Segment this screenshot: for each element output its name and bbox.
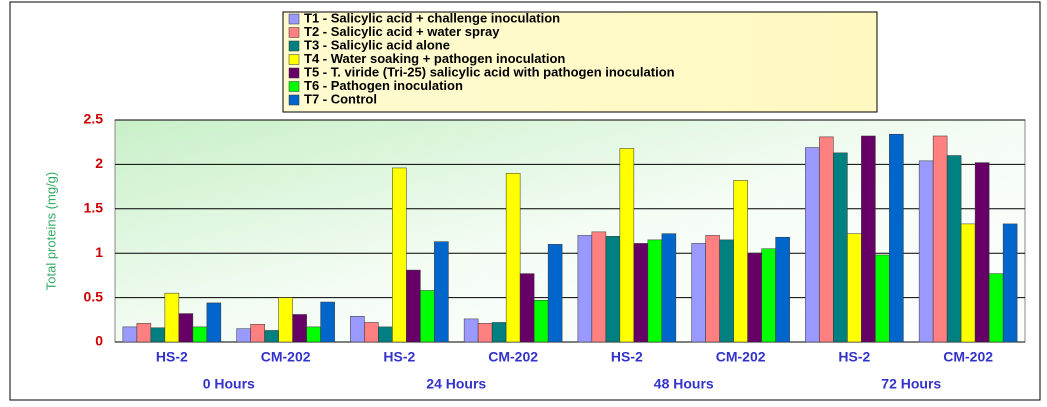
bar — [619, 148, 635, 343]
legend-label: T7 - Control — [304, 91, 377, 106]
y-tick-label: 1.5 — [84, 200, 104, 216]
bar — [889, 133, 904, 343]
bar — [150, 327, 166, 343]
bar — [988, 273, 1004, 343]
x-tick-label: CM-202 — [488, 349, 538, 365]
bar — [605, 236, 621, 343]
x-tick-label: CM-202 — [261, 349, 311, 365]
legend-swatch — [288, 67, 300, 79]
bar — [661, 233, 677, 343]
bar — [434, 241, 449, 343]
group-label: 24 Hours — [426, 376, 486, 392]
legend-swatch — [288, 81, 300, 92]
bar — [392, 167, 407, 343]
bar — [463, 318, 479, 343]
bar — [278, 297, 293, 343]
x-tick-label: HS-2 — [383, 349, 415, 365]
bar — [122, 326, 138, 343]
x-tick-label: HS-2 — [838, 349, 870, 365]
group-label: 72 Hours — [881, 376, 941, 392]
x-tick-label: HS-2 — [611, 349, 643, 365]
bar — [1002, 223, 1018, 343]
bar — [547, 244, 563, 343]
y-tick-label: 2 — [95, 155, 103, 171]
bar — [136, 323, 152, 343]
bar — [320, 301, 335, 343]
bar — [705, 235, 720, 343]
bar — [420, 290, 435, 343]
bar — [819, 136, 834, 343]
group-label: 0 Hours — [203, 376, 255, 392]
bar — [292, 314, 307, 343]
legend-label: T6 - Pathogen inoculation — [304, 78, 463, 93]
x-tick-label: HS-2 — [156, 349, 188, 365]
bar — [946, 155, 962, 343]
bar — [761, 248, 776, 343]
bar — [577, 235, 593, 343]
bar — [918, 160, 934, 343]
legend-label: T1 - Salicylic acid + challenge inoculat… — [304, 10, 560, 25]
bar — [533, 300, 549, 343]
bar — [477, 323, 493, 343]
bar — [747, 252, 762, 343]
bar — [164, 292, 180, 343]
bar — [378, 326, 393, 343]
legend-label: T4 - Water soaking + pathogen inoculatio… — [304, 51, 565, 66]
legend-swatch — [288, 27, 300, 38]
bar — [406, 269, 421, 343]
bar — [192, 326, 208, 343]
bar — [264, 330, 279, 343]
legend-label: T3 - Salicylic acid alone — [304, 37, 450, 52]
bar — [350, 315, 365, 343]
y-tick-label: 2.5 — [84, 111, 104, 127]
bar — [505, 173, 521, 343]
bar — [633, 243, 649, 343]
bar — [591, 231, 607, 343]
bar — [306, 326, 321, 343]
legend-swatch — [288, 54, 300, 65]
legend-label: T2 - Salicylic acid + water spray — [304, 24, 500, 39]
y-tick-label: 1 — [95, 244, 103, 260]
bar — [206, 302, 222, 343]
y-axis-label: Total proteins (mg/g) — [43, 172, 58, 291]
bar — [932, 135, 948, 343]
legend-swatch — [288, 40, 300, 52]
legend-swatch — [288, 13, 300, 25]
bar — [236, 328, 251, 343]
legend — [282, 11, 878, 113]
y-tick-label: 0 — [95, 333, 103, 349]
bar — [647, 239, 663, 343]
bar — [719, 239, 734, 343]
bar — [833, 152, 848, 343]
bar — [250, 323, 265, 343]
y-tick-label: 0.5 — [84, 288, 104, 304]
x-tick-label: CM-202 — [943, 349, 993, 365]
bar — [775, 236, 790, 343]
bar — [519, 273, 535, 343]
bar — [974, 162, 990, 343]
x-tick-label: CM-202 — [716, 349, 766, 365]
legend-label: T5 - T. viride (Tri-25) salicylic acid w… — [304, 64, 675, 79]
bar — [847, 233, 862, 343]
bar — [875, 254, 890, 343]
bar — [691, 243, 706, 343]
group-label: 48 Hours — [654, 376, 714, 392]
bar — [805, 147, 820, 343]
bar — [491, 322, 507, 343]
bar — [960, 223, 976, 343]
bar — [733, 180, 748, 343]
legend-swatch — [288, 94, 300, 106]
bar — [861, 135, 876, 343]
bar — [364, 322, 379, 343]
bar — [178, 313, 194, 343]
